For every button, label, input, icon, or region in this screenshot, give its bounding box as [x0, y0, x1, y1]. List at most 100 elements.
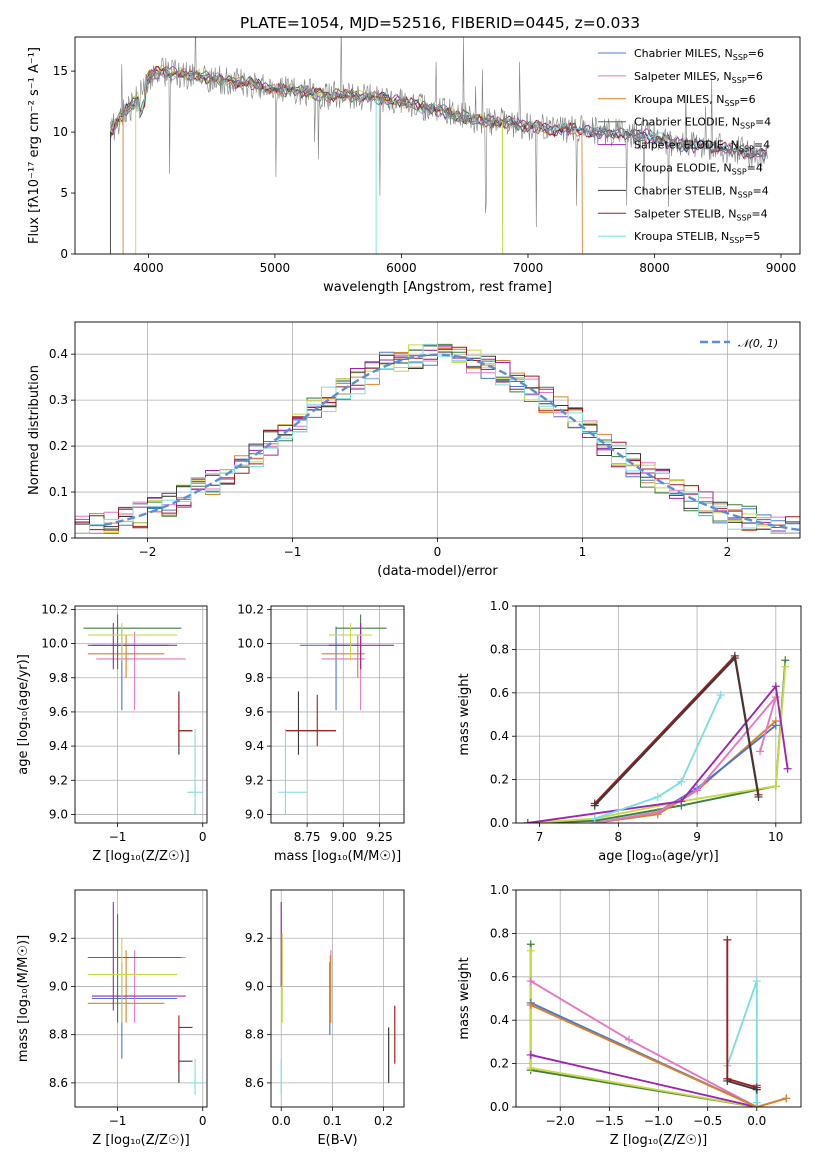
panel-age-vs-z: −1 0 9.0 9.2 9.4 9.6 9.8 10.0 10.2 Z [log₁₀(Z/Z☉)… — [16, 602, 208, 864]
weight-marker — [723, 1076, 732, 1085]
y-tick-label: 0.6 — [490, 686, 509, 700]
y-tick-label: 0 — [60, 247, 68, 261]
plot-area — [280, 902, 396, 1095]
y-axis-label: mass weight — [457, 957, 472, 1039]
x-tick-label: −1 — [109, 830, 127, 844]
y-tick-label: 5 — [60, 186, 68, 200]
y-tick-label: 0.4 — [490, 1013, 509, 1027]
weight-marker — [677, 797, 686, 806]
weight-line — [594, 653, 760, 805]
weight-marker — [693, 786, 702, 795]
y-axis-label: Flux [fλ10⁻¹⁷ erg cm⁻² s⁻¹ A⁻¹] — [27, 47, 42, 244]
weight-line — [529, 950, 757, 1107]
legend-entry: Chabrier ELODIE, NSSP=4 — [634, 116, 771, 131]
y-tick-label: 15 — [53, 64, 68, 78]
errorbar-point — [278, 729, 308, 815]
panel-residuals: −2 −1 0 1 2 0.0 0.1 0.2 0.3 0.4 (data-model)/error… — [27, 321, 801, 579]
weight-marker — [526, 1001, 535, 1010]
x-tick-label: 0.0 — [272, 1114, 291, 1128]
weight-marker — [756, 747, 765, 756]
weight-line — [594, 694, 722, 820]
legend-entry: Salpeter ELODIE, NSSP=4 — [634, 139, 770, 154]
axes-frame — [74, 605, 208, 824]
weight-marker — [730, 654, 739, 663]
x-tick-label: −0.5 — [693, 1114, 722, 1128]
x-tick-label: −1.5 — [595, 1114, 624, 1128]
weight-marker — [723, 935, 732, 944]
weight-marker — [781, 662, 790, 671]
errorbar-point — [96, 631, 186, 711]
weight-line — [527, 666, 787, 823]
y-axis-label: mass weight — [457, 673, 472, 755]
x-tick-label: 9.00 — [330, 830, 357, 844]
weight-marker — [752, 977, 761, 986]
errorbar-point — [87, 950, 165, 1023]
x-tick-label: 0 — [199, 830, 207, 844]
x-axis-label: age [log₁₀(age/yr)] — [598, 849, 719, 864]
weight-marker — [526, 977, 535, 986]
legend-entry: Chabrier MILES, NSSP=6 — [634, 47, 764, 62]
y-tick-label: 10.2 — [41, 602, 68, 616]
errorbar-point — [92, 626, 169, 711]
x-tick-label: 1 — [579, 545, 587, 559]
legend-entry: Salpeter STELIB, NSSP=4 — [634, 207, 768, 222]
x-tick-label: 8000 — [639, 261, 670, 275]
weight-marker — [752, 1085, 761, 1094]
x-tick-label: 0 — [434, 545, 442, 559]
panel-weight-vs-z: −2.0 −1.5 −1.0 −0.5 0.0 0.0 0.2 0.4 0.6 0.8 1.0 Z [… — [457, 883, 802, 1148]
weight-marker — [771, 721, 780, 730]
weight-line — [726, 939, 758, 1089]
weight-marker — [526, 946, 535, 955]
errorbar-point — [328, 623, 394, 670]
y-tick-label: 9.0 — [245, 979, 264, 993]
y-tick-label: 9.6 — [245, 705, 264, 719]
y-tick-label: 0.2 — [490, 1057, 509, 1071]
weight-marker — [526, 1050, 535, 1059]
y-tick-label: 0.8 — [490, 926, 509, 940]
y-tick-label: 9.0 — [49, 807, 68, 821]
errorbar-point — [87, 623, 178, 670]
x-tick-label: 7000 — [513, 261, 544, 275]
y-tick-label: 10.2 — [237, 602, 264, 616]
y-tick-label: 9.8 — [49, 671, 68, 685]
x-axis-label: wavelength [Angstrom, rest frame] — [323, 280, 552, 295]
x-tick-label: 4000 — [133, 261, 164, 275]
x-tick-label: 5000 — [260, 261, 291, 275]
y-tick-label: 9.4 — [245, 739, 264, 753]
legend-entry: Kroupa MILES, NSSP=6 — [634, 93, 756, 108]
plot-area — [83, 614, 203, 815]
y-tick-label: 10.0 — [237, 637, 264, 651]
y-tick-label: 8.8 — [245, 1028, 264, 1042]
x-axis-label: Z [log₁₀(Z/Z☉)] — [92, 1133, 189, 1148]
weight-marker — [752, 1098, 761, 1107]
y-tick-label: 9.8 — [245, 671, 264, 685]
y-tick-label: 0.6 — [490, 970, 509, 984]
x-tick-label: 9000 — [766, 261, 797, 275]
y-axis-label: Normed distribution — [27, 365, 42, 495]
y-tick-label: 1.0 — [490, 883, 509, 897]
x-tick-label: 2 — [724, 545, 732, 559]
x-axis-label: Z [log₁₀(Z/Z☉)] — [92, 849, 189, 864]
y-tick-label: 0.3 — [49, 393, 68, 407]
weight-line — [727, 1080, 758, 1091]
y-tick-label: 0.0 — [490, 816, 509, 830]
weight-marker — [771, 693, 780, 702]
y-tick-label: 0.1 — [49, 485, 68, 499]
x-tick-label: 8.75 — [294, 830, 321, 844]
legend-entry: 𝒩(0, 1) — [738, 337, 778, 350]
legend-entry: Chabrier STELIB, NSSP=4 — [634, 184, 769, 199]
y-tick-label: 9.2 — [49, 931, 68, 945]
x-axis-label: E(B-V) — [317, 1133, 357, 1148]
model-line — [110, 64, 504, 254]
plot-area — [523, 651, 792, 823]
plot-area — [87, 902, 203, 1095]
y-tick-label: 8.8 — [49, 1028, 68, 1042]
x-tick-label: −2.0 — [546, 1114, 575, 1128]
errorbar-point — [178, 694, 193, 747]
y-tick-label: 0.0 — [490, 1100, 509, 1114]
x-tick-label: −1.0 — [644, 1114, 673, 1128]
weight-line — [530, 1053, 758, 1107]
weight-line — [594, 656, 760, 807]
axes-frame — [270, 605, 405, 824]
weight-marker — [590, 801, 599, 810]
